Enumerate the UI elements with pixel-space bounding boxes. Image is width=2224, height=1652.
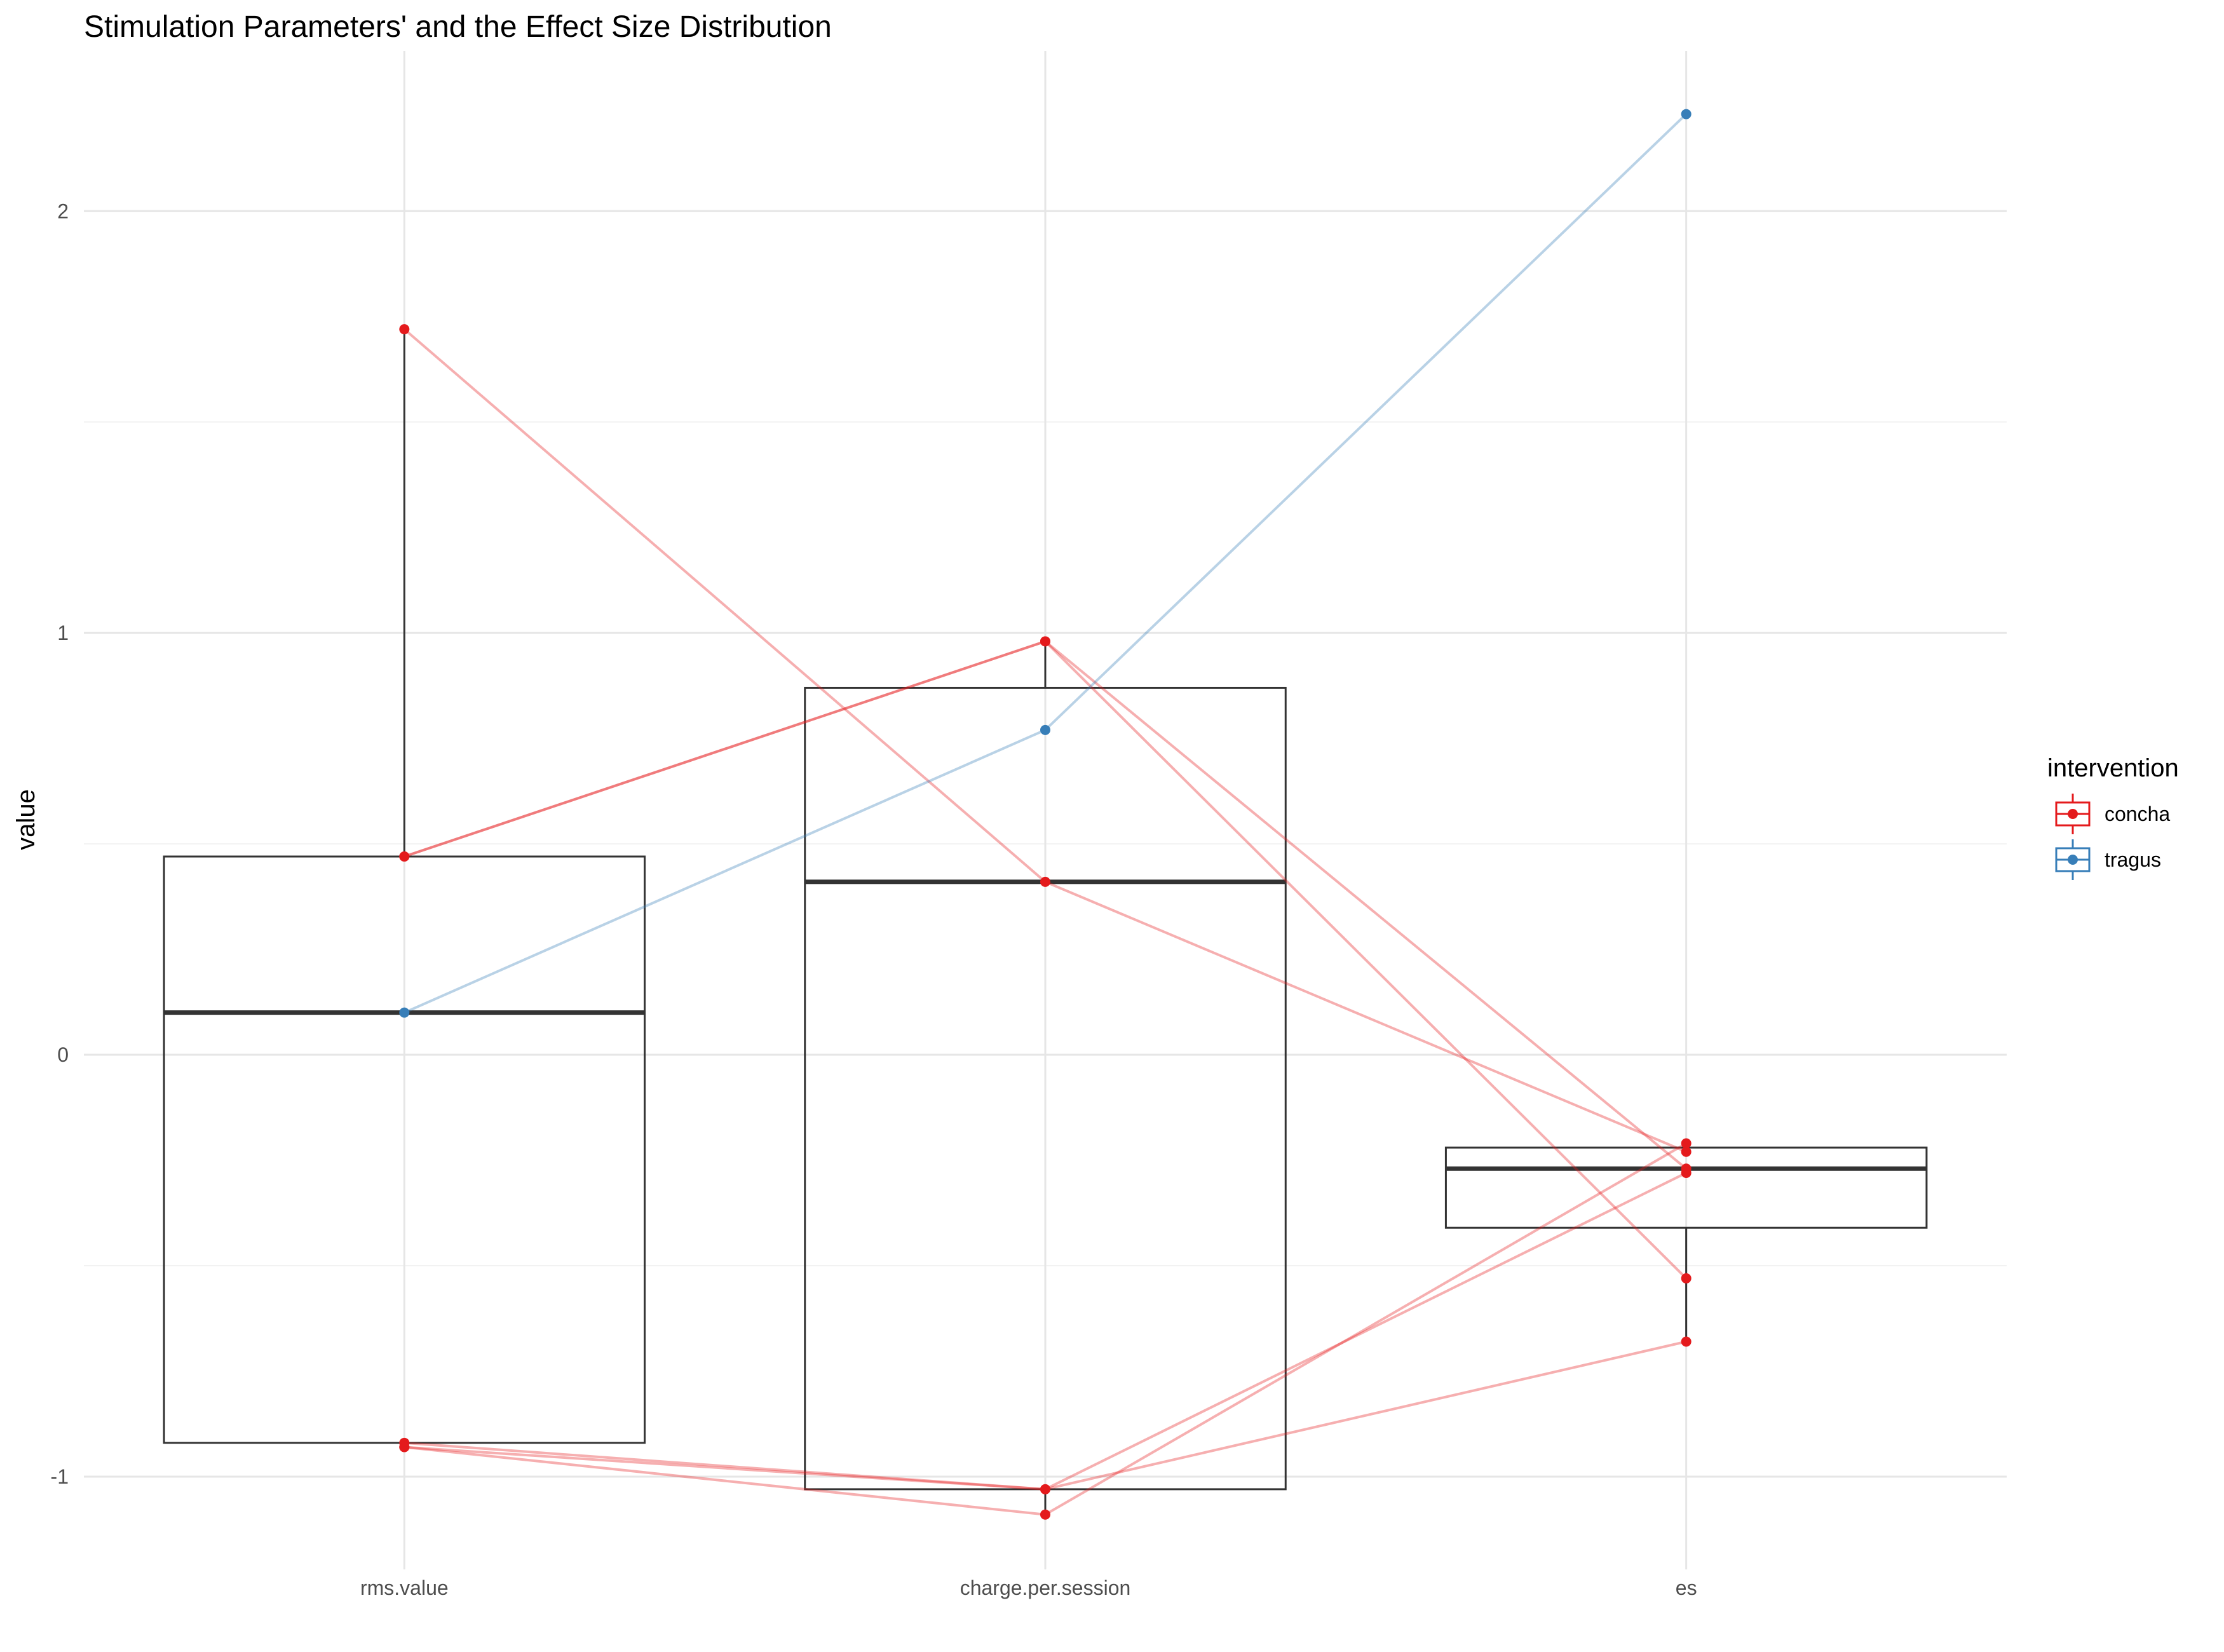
legend-item-tragus: tragus xyxy=(2055,839,2161,880)
data-point xyxy=(1681,1273,1692,1283)
legend-label: tragus xyxy=(2105,848,2161,871)
data-point xyxy=(1681,109,1692,119)
data-point xyxy=(1681,1146,1692,1157)
y-tick-label: 0 xyxy=(57,1043,69,1066)
data-point xyxy=(1681,1336,1692,1347)
chart-title: Stimulation Parameters' and the Effect S… xyxy=(84,10,832,44)
x-tick-label: es xyxy=(1676,1576,1697,1599)
x-tick-label: charge.per.session xyxy=(960,1576,1131,1599)
y-tick-label: 2 xyxy=(57,200,69,222)
legend-key-point xyxy=(2068,809,2078,819)
data-points xyxy=(399,109,1692,1520)
axis-labels: -1 0 1 2 rms.value charge.per.session es xyxy=(51,200,1697,1599)
data-point xyxy=(1040,1484,1050,1494)
y-axis-label: value xyxy=(12,789,40,850)
legend-items: concha tragus xyxy=(2055,794,2170,880)
data-point xyxy=(1040,636,1050,647)
data-point xyxy=(1681,1138,1692,1149)
legend-key-point xyxy=(2068,855,2078,865)
legend: intervention concha tragus xyxy=(2047,754,2179,880)
data-point xyxy=(1681,1167,1692,1178)
data-point xyxy=(399,1442,410,1452)
legend-item-concha: concha xyxy=(2055,794,2170,834)
x-tick-label: rms.value xyxy=(360,1576,449,1599)
y-tick-label: -1 xyxy=(51,1465,69,1488)
data-point xyxy=(399,851,410,862)
y-tick-label: 1 xyxy=(57,621,69,644)
data-point xyxy=(1040,1509,1050,1520)
grid-lines xyxy=(84,51,2007,1569)
data-point xyxy=(1040,724,1050,735)
data-point xyxy=(1040,876,1050,887)
legend-title: intervention xyxy=(2047,754,2179,782)
legend-label: concha xyxy=(2105,802,2170,825)
data-point xyxy=(399,1007,410,1018)
data-point xyxy=(399,324,410,335)
